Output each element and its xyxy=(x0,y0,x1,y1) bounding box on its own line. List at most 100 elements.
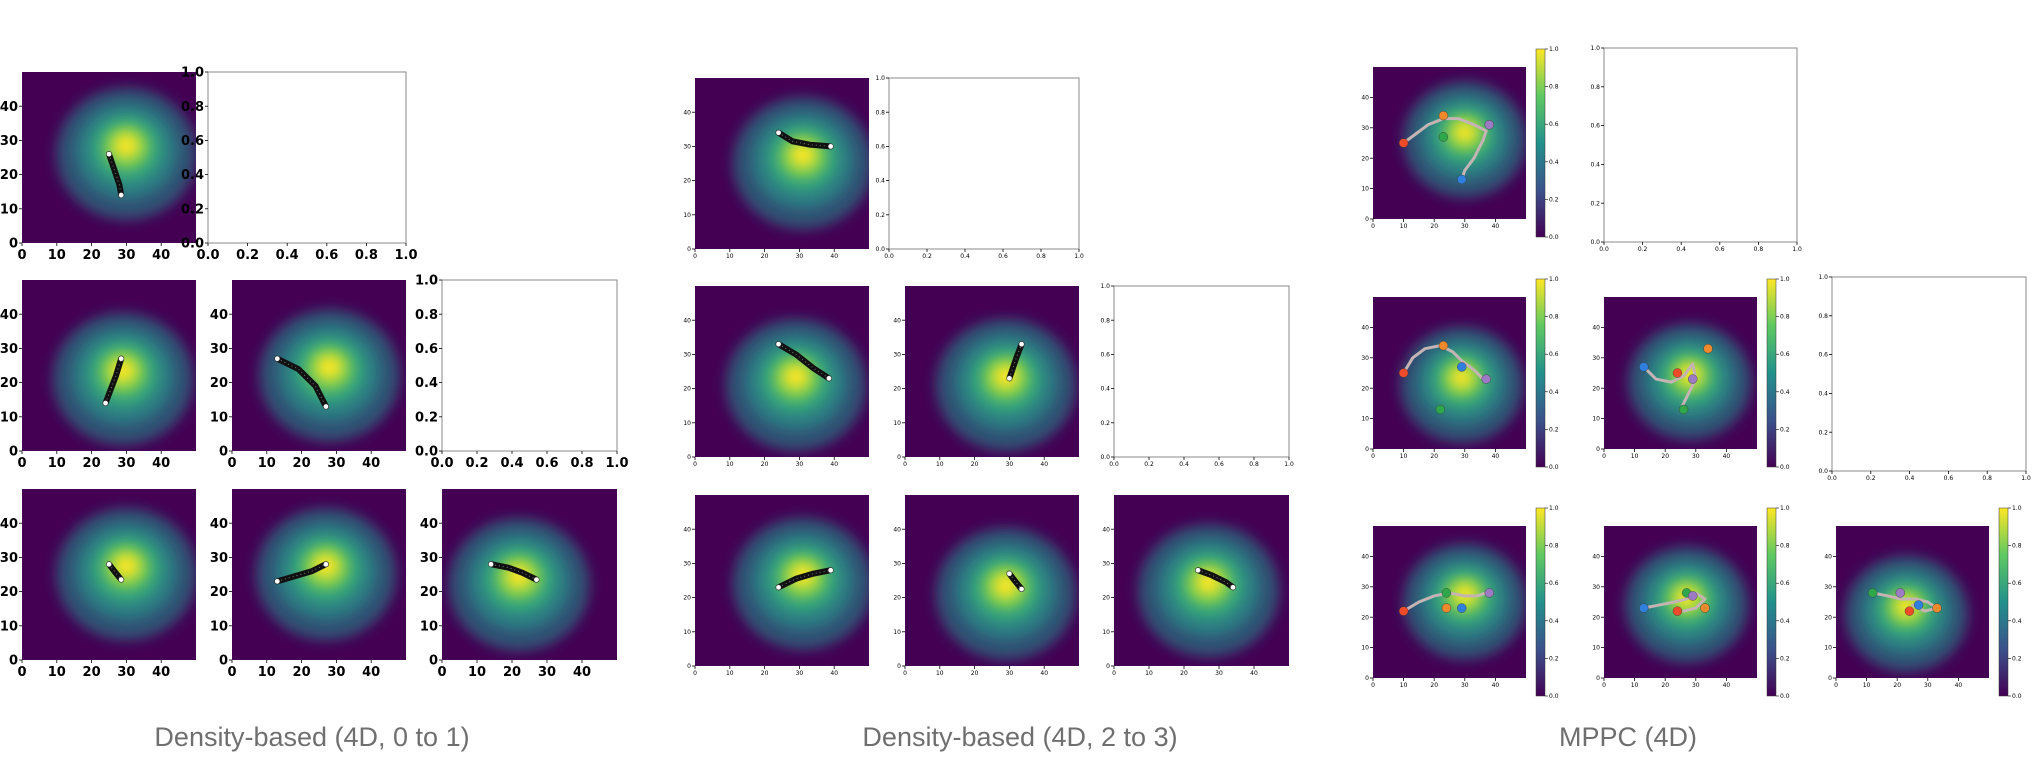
cluster-point xyxy=(1398,606,1409,616)
trajectory-path xyxy=(106,151,125,199)
panel-2-r2-c2: 0 10 20 30 40 0 10 20 30 40 xyxy=(1102,495,1289,677)
empty-axes xyxy=(441,279,618,452)
y-tick-label: 1.0 xyxy=(181,66,204,81)
density-heatmap xyxy=(448,517,590,651)
x-tick-label: 0.0 xyxy=(196,248,219,263)
y-tick-label: 0.6 xyxy=(1590,123,1600,130)
x-tick-label: 0.6 xyxy=(1214,461,1224,468)
colorbar-tick-label: 0.2 xyxy=(1780,426,1790,433)
path-start-point xyxy=(274,578,281,585)
y-tick-label: 0.6 xyxy=(181,134,204,149)
colorbar xyxy=(1766,278,1777,468)
density-contour xyxy=(316,355,343,380)
y-tick-label: 0.4 xyxy=(1590,162,1600,169)
trajectory-path xyxy=(274,355,329,410)
y-tick-label: 0.0 xyxy=(415,445,438,460)
y-tick-label: 0.4 xyxy=(1100,386,1110,393)
x-tick-label: 20 xyxy=(83,665,101,680)
y-tick-label: 0 xyxy=(1365,675,1369,682)
colorbar-tick-label: 0.0 xyxy=(1549,234,1559,241)
y-tick-label: 0 xyxy=(687,663,691,670)
x-tick-label: 10 xyxy=(48,665,66,680)
path-start-point xyxy=(1006,570,1013,577)
x-tick-label: 40 xyxy=(1250,670,1258,677)
x-tick-label: 0 xyxy=(17,248,26,263)
x-tick-label: 10 xyxy=(1400,682,1408,689)
panel-3-r1-c0: 0 10 20 30 40 0 10 20 30 40 0.0 0.2 0.4 0.6 0.8 1.0 xyxy=(1361,276,1558,471)
y-tick-label: 40 xyxy=(420,517,438,532)
colorbar-tick-label: 0.2 xyxy=(1780,655,1790,662)
cluster-point xyxy=(1932,603,1942,613)
panel-1-r1-c2: 0.00.0 0.2 0.2 0.4 0.4 0.6 0.6 0.8 0.8 1.0 1.0 xyxy=(415,274,629,471)
x-tick-label: 0.2 xyxy=(922,253,932,260)
density-contour xyxy=(1453,121,1476,143)
panel-group-2: 0 10 20 30 400102030400.00.00.20.20.40.40.60… xyxy=(683,75,1294,677)
panel-2-r1-c1: 0 10 20 30 40 0 10 20 30 40 xyxy=(893,286,1079,468)
x-tick-label: 20 xyxy=(1430,682,1438,689)
x-tick-label: 10 xyxy=(726,670,734,677)
y-tick-label: 40 xyxy=(1361,95,1369,102)
density-heatmap xyxy=(1627,323,1752,440)
trajectory-markers xyxy=(1403,345,1484,380)
x-tick-label: 0 xyxy=(1371,682,1375,689)
density-heatmap xyxy=(255,508,397,641)
path-end-point xyxy=(827,143,834,150)
x-tick-label: 40 xyxy=(1955,682,1963,689)
panel-group-1: 0 10 20 30 400102030400.00.00.20.20.40.40.60… xyxy=(0,66,629,680)
colorbar-tick-label: 0.0 xyxy=(1780,464,1790,471)
cluster-point xyxy=(1688,591,1698,601)
y-tick-label: 10 xyxy=(893,420,901,427)
y-tick-label: 20 xyxy=(0,168,18,183)
path-end-point xyxy=(1018,586,1025,592)
panel-2-r1-c0: 0 10 20 30 40 0 10 20 30 40 xyxy=(683,286,869,468)
x-tick-label: 40 xyxy=(1040,461,1048,468)
y-tick-label: 10 xyxy=(420,619,438,634)
x-tick-label: 20 xyxy=(971,670,979,677)
x-tick-label: 10 xyxy=(1400,223,1408,230)
x-tick-label: 10 xyxy=(936,670,944,677)
x-tick-label: 10 xyxy=(726,253,734,260)
x-tick-label: 30 xyxy=(796,670,804,677)
x-tick-label: 40 xyxy=(152,248,170,263)
y-tick-label: 40 xyxy=(1361,554,1369,561)
x-tick-label: 30 xyxy=(327,456,345,471)
x-tick-label: 40 xyxy=(830,670,838,677)
y-tick-label: 10 xyxy=(893,629,901,636)
density-heatmap xyxy=(732,97,869,230)
cluster-point xyxy=(1639,603,1649,613)
x-tick-label: 0.4 xyxy=(1179,461,1189,468)
colorbar xyxy=(1535,278,1546,468)
panel-2-r2-c1: 0 10 20 30 40 0 10 20 30 40 xyxy=(893,495,1079,677)
panel-3-r1-c2: 0.00.0 0.2 0.2 0.4 0.4 0.6 0.6 0.8 0.8 1.0 1.0 xyxy=(1818,274,2030,482)
x-tick-label: 20 xyxy=(1893,682,1901,689)
y-tick-label: 20 xyxy=(683,178,691,185)
x-tick-label: 1.0 xyxy=(1792,246,1802,253)
y-tick-label: 0 xyxy=(9,237,18,252)
panel-3-r1-c1: 0 10 20 30 40 0 10 20 30 40 0.0 0.2 0.4 0.6 0.8 1.0 xyxy=(1592,276,1789,471)
x-tick-label: 10 xyxy=(258,456,276,471)
y-tick-label: 0.8 xyxy=(1818,313,1828,320)
x-tick-label: 40 xyxy=(362,456,380,471)
y-tick-label: 1.0 xyxy=(415,274,438,289)
panel-3-r2-c1: 0 10 20 30 40 0 10 20 30 40 0.0 0.2 0.4 0.6 0.8 1.0 xyxy=(1592,505,1789,700)
x-tick-label: 30 xyxy=(1461,453,1469,460)
cluster-point xyxy=(1398,368,1409,378)
y-tick-label: 30 xyxy=(893,561,901,568)
x-tick-label: 20 xyxy=(1430,223,1438,230)
y-tick-label: 0 xyxy=(1828,675,1832,682)
colorbar xyxy=(1535,507,1546,697)
x-tick-label: 0 xyxy=(437,665,446,680)
x-tick-label: 30 xyxy=(538,665,556,680)
x-tick-label: 0 xyxy=(227,456,236,471)
y-tick-label: 30 xyxy=(1361,355,1369,362)
y-tick-label: 40 xyxy=(1592,554,1600,561)
y-tick-label: 10 xyxy=(1824,645,1832,652)
y-tick-label: 0.0 xyxy=(1100,454,1110,461)
path-start-point xyxy=(775,129,782,136)
panel-1-r2-c1: 0 10 20 30 40 0 10 20 30 40 xyxy=(210,489,406,680)
colorbar-tick-label: 0.8 xyxy=(1549,84,1559,91)
cluster-point xyxy=(1868,588,1878,598)
x-tick-label: 30 xyxy=(1461,682,1469,689)
x-tick-label: 10 xyxy=(936,461,944,468)
x-tick-label: 30 xyxy=(1461,223,1469,230)
